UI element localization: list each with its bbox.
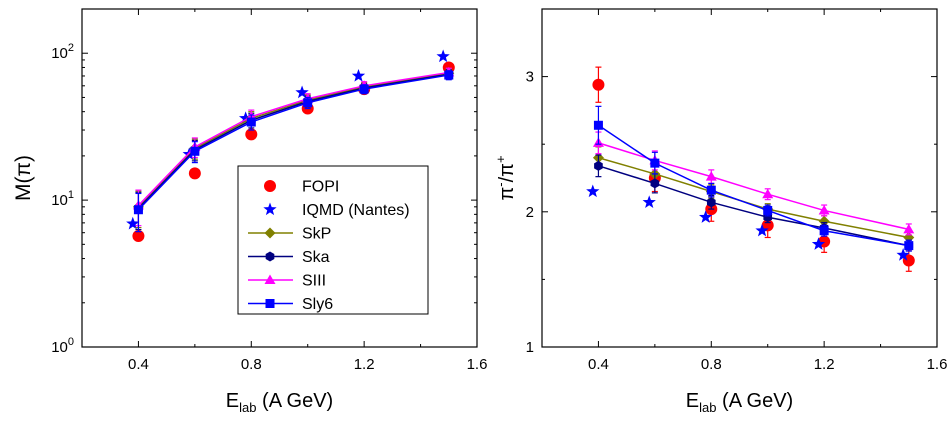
panel2-x-tick-label: 0.8 — [701, 356, 722, 373]
legend-item-ska: Ska — [248, 249, 330, 266]
legend-label: SkP — [302, 226, 331, 243]
panel1-x-tick-label: 1.6 — [467, 356, 488, 373]
panel2-data-point — [593, 120, 603, 130]
panel1-series-line — [137, 72, 449, 208]
legend: FOPI IQMD (Nantes) SkP Ska SIII Sly6 — [237, 165, 429, 315]
panel1-data-point — [188, 167, 201, 180]
panel2-data-point — [903, 223, 915, 234]
panel1-x-tick-label: 0.8 — [241, 356, 262, 373]
legend-label: IQMD (Nantes) — [302, 202, 410, 219]
legend-item-fopi: FOPI — [264, 179, 339, 196]
panel1-x-tick-label: 0.4 — [128, 356, 149, 373]
panel2-x-tick-label: 1.6 — [927, 356, 948, 373]
panel2-data-point — [642, 195, 656, 208]
legend-item-siii: SIII — [248, 273, 326, 290]
legend-label: FOPI — [302, 179, 339, 196]
panel1-frame — [81, 8, 478, 348]
panel1-plot: 0.4 0.8 1.2 1.6 100 101 102 Elab (A GeV) M(π) FOP… — [12, 8, 488, 415]
panel1-data-point — [132, 229, 145, 242]
panel2-series-line — [598, 165, 909, 247]
panel2-series-skp — [592, 146, 915, 244]
panel1-data-point — [190, 146, 200, 156]
panel1-series-line — [137, 74, 449, 211]
panel2-data-point — [811, 237, 826, 250]
legend-marker — [264, 180, 276, 192]
legend-marker — [264, 274, 276, 284]
legend-label: Sly6 — [302, 296, 333, 313]
panel2-data-point — [762, 188, 774, 199]
legend-marker — [265, 299, 275, 308]
panel1-data-point — [436, 49, 450, 63]
panel2-x-tick-label: 1.2 — [814, 356, 835, 373]
panel1-series-sly6 — [133, 70, 454, 233]
panel1-data-point — [295, 85, 309, 99]
panel2-data-point — [818, 215, 830, 227]
panel2-data-point — [819, 226, 829, 236]
panel1-data-point — [359, 84, 369, 94]
legend-marker — [264, 227, 276, 239]
panel2-data-point — [698, 210, 713, 223]
panel1-x-axis-label: Elab (A GeV) — [226, 390, 333, 415]
panel2-data-point — [904, 241, 914, 251]
panel1-y-tick-label: 102 — [51, 42, 74, 62]
panel2-y-axis-label: π-/π+ — [493, 155, 518, 200]
panel2-series-line — [598, 156, 909, 239]
panel1-data-point — [126, 216, 140, 230]
panel2-series-iqmd-nantes- — [586, 184, 910, 261]
legend-label: SIII — [302, 273, 326, 290]
panel2-y-tick-label: 3 — [526, 69, 534, 86]
panel1-data-point — [245, 128, 258, 141]
panel1-data-point — [238, 111, 253, 125]
panel2-x-tick-label: 0.4 — [588, 356, 609, 373]
panel2-y-tick-label: 1 — [526, 339, 534, 356]
panel2-series-sly6 — [593, 105, 914, 252]
panel1-series-line — [137, 73, 449, 209]
legend-marker — [263, 202, 277, 216]
legend-marker — [265, 251, 275, 262]
panel1-series-line — [137, 71, 449, 206]
panel2-series-line — [598, 124, 909, 247]
panel1-y-axis-label: M(π) — [12, 155, 35, 201]
panel1-data-point — [303, 98, 313, 108]
panel2-series-siii — [592, 131, 915, 236]
panel2-data-point — [586, 184, 600, 198]
panel2-data-point — [650, 178, 660, 189]
panel1-y-tick-label: 100 — [51, 336, 74, 356]
panel2-series-ska — [594, 154, 914, 252]
panel2-data-point — [755, 223, 769, 237]
panel1-data-point — [133, 205, 143, 215]
panel2-plot: 0.4 0.8 1.2 1.6 1 2 3 Elab (A GeV) π-/π+ — [493, 8, 948, 415]
legend-item-sly6: Sly6 — [248, 296, 333, 313]
panel2-x-axis-label: Elab (A GeV) — [686, 390, 793, 415]
panel2-data-point — [763, 205, 773, 215]
panel2-frame — [541, 8, 938, 348]
panel1-data-point — [351, 68, 366, 82]
panel2-data-point — [650, 158, 660, 168]
panel2-data-point — [705, 171, 717, 181]
legend-item-skp: SkP — [248, 226, 331, 243]
panel2-data-point — [706, 197, 716, 208]
panel2-data-point — [706, 185, 716, 195]
panel2-data-point — [818, 204, 830, 215]
panel2-data-point — [592, 78, 605, 91]
panel2-data-point — [896, 248, 910, 261]
panel1-y-tick-label: 101 — [51, 189, 74, 209]
panel2-y-tick-label: 2 — [526, 204, 534, 221]
legend-label: Ska — [302, 249, 330, 266]
panel1-data-point — [444, 70, 454, 80]
panel2-data-point — [594, 160, 603, 171]
panel1-x-tick-label: 1.2 — [354, 356, 375, 373]
legend-item-iqmd-nantes-: IQMD (Nantes) — [263, 202, 410, 219]
panel1-data-point — [246, 117, 256, 127]
